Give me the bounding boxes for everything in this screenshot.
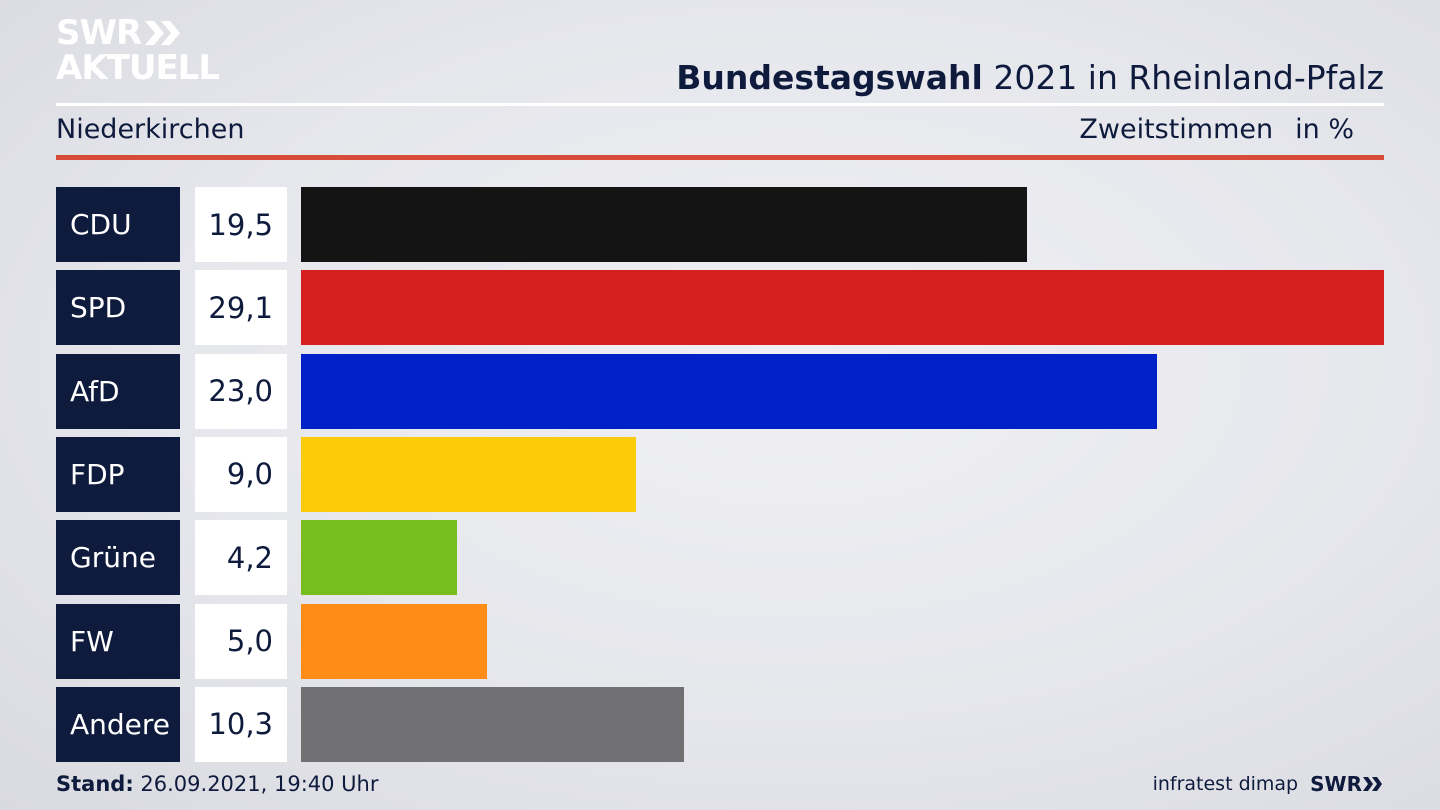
bar — [301, 187, 1027, 262]
value-label: 10,3 — [195, 686, 287, 762]
party-label: Andere — [56, 686, 180, 762]
bar — [301, 686, 685, 762]
value-label: 4,2 — [195, 520, 287, 596]
party-label: Grüne — [56, 520, 180, 596]
accent-divider — [56, 155, 1384, 160]
value-label: 5,0 — [195, 603, 287, 679]
measure-unit: in % — [1295, 114, 1354, 145]
region-subtitle: Niederkirchen — [56, 114, 245, 145]
swr-aktuell-logo: SWR AKTUELL — [56, 13, 220, 88]
bar — [301, 353, 1157, 429]
stand-value: 26.09.2021, 19:40 Uhr — [133, 772, 379, 796]
source-label: infratest dimap — [1152, 773, 1299, 795]
bar — [301, 270, 1384, 346]
small-double-chevron-icon — [1363, 777, 1382, 791]
bar — [301, 520, 458, 596]
title-bold: Bundestagswahl — [676, 58, 983, 97]
measure-type: Zweitstimmen — [1079, 114, 1274, 145]
title-rest: 2021 in Rheinland-Pfalz — [982, 58, 1384, 97]
party-label: AfD — [56, 353, 180, 429]
source-credit: infratest dimap SWR — [1153, 772, 1384, 796]
double-chevron-icon — [145, 21, 181, 45]
header-divider — [56, 103, 1384, 106]
swr-brand-small: SWR — [1310, 772, 1384, 796]
chart-title: Bundestagswahl 2021 in Rheinland-Pfalz — [676, 58, 1384, 97]
measure-label: Zweitstimmen in % — [1079, 114, 1354, 145]
value-label: 29,1 — [195, 270, 287, 346]
party-label: SPD — [56, 270, 180, 346]
value-label: 9,0 — [195, 436, 287, 512]
logo-line2: AKTUELL — [56, 48, 220, 88]
party-label: FDP — [56, 436, 180, 512]
bar — [301, 436, 636, 512]
bar — [301, 603, 488, 679]
party-label: FW — [56, 603, 180, 679]
swr-brand-text: SWR — [1310, 772, 1362, 796]
logo-line1: SWR — [56, 13, 142, 53]
timestamp: Stand: 26.09.2021, 19:40 Uhr — [56, 772, 379, 796]
value-label: 23,0 — [195, 353, 287, 429]
stand-label: Stand: — [56, 772, 134, 796]
value-label: 19,5 — [195, 187, 287, 262]
party-label: CDU — [56, 187, 180, 262]
